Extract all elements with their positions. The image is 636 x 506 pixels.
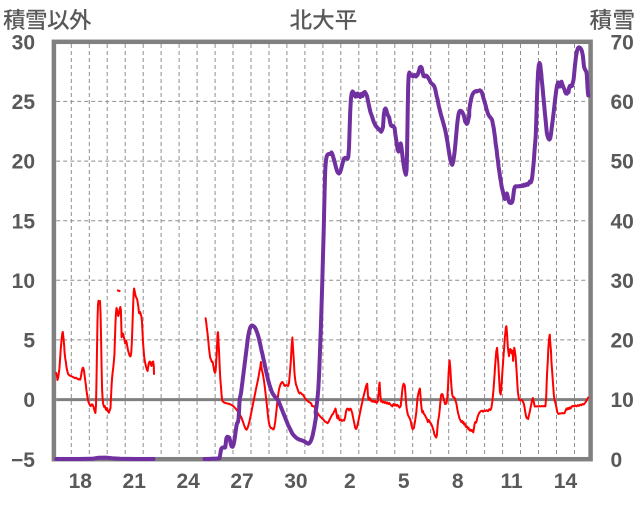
svg-text:11: 11 xyxy=(500,470,523,493)
svg-text:2: 2 xyxy=(344,470,356,493)
svg-text:50: 50 xyxy=(611,151,634,174)
svg-text:21: 21 xyxy=(123,470,147,493)
svg-text:20: 20 xyxy=(12,151,35,174)
svg-text:−5: −5 xyxy=(11,449,35,472)
svg-text:15: 15 xyxy=(12,210,36,233)
svg-text:18: 18 xyxy=(69,470,93,493)
svg-text:27: 27 xyxy=(230,470,253,493)
svg-text:8: 8 xyxy=(452,470,464,493)
svg-text:24: 24 xyxy=(176,470,200,493)
svg-text:10: 10 xyxy=(12,270,35,293)
svg-text:5: 5 xyxy=(398,470,410,493)
svg-text:30: 30 xyxy=(284,470,307,493)
svg-text:0: 0 xyxy=(23,389,35,412)
svg-text:30: 30 xyxy=(611,270,634,293)
svg-text:60: 60 xyxy=(611,91,634,114)
svg-text:5: 5 xyxy=(23,330,35,353)
svg-text:25: 25 xyxy=(12,91,36,114)
svg-text:20: 20 xyxy=(611,330,634,353)
svg-text:30: 30 xyxy=(12,31,35,54)
svg-text:10: 10 xyxy=(611,389,634,412)
svg-text:70: 70 xyxy=(611,31,634,54)
svg-text:40: 40 xyxy=(611,210,634,233)
svg-text:14: 14 xyxy=(554,470,578,493)
svg-text:0: 0 xyxy=(611,449,623,472)
